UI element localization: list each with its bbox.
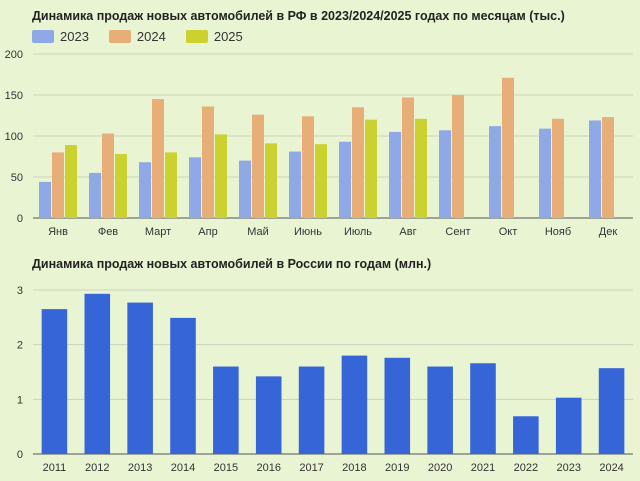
chart2-bar-value-4 — [213, 366, 239, 454]
chart1-xtick-label: Июль — [344, 226, 372, 238]
chart2-bar-value-0 — [41, 309, 68, 454]
legend-item-2025: 2025 — [185, 29, 243, 44]
chart1-bar-2023-3 — [189, 157, 201, 218]
legend-swatch-2024 — [108, 30, 131, 43]
chart1-xtick-label: Авг — [399, 226, 416, 238]
chart1-bar-2024-0 — [52, 152, 64, 218]
chart1-xtick-label: Июнь — [294, 226, 322, 238]
chart1-bar-2023-5 — [289, 151, 301, 218]
chart2-ytick-label: 3 — [17, 285, 23, 297]
chart1-bar-2024-9 — [502, 77, 514, 218]
chart2-xtick-label: 2015 — [214, 462, 238, 474]
legend-item-2024: 2024 — [108, 29, 166, 44]
chart1-title: Динамика продаж новых автомобилей в РФ в… — [32, 9, 565, 23]
chart1-bar-2023-1 — [89, 172, 101, 218]
chart1-xtick-label: Дек — [599, 226, 618, 238]
chart1-ytick-label: 50 — [11, 172, 23, 184]
chart1-bar-2025-3 — [215, 134, 227, 218]
chart1-bar-2024-7 — [402, 97, 414, 218]
chart2-bar-value-2 — [127, 302, 153, 454]
chart2-ytick-label: 2 — [17, 340, 23, 352]
chart1-bar-2025-7 — [415, 118, 427, 218]
chart2-xtick-label: 2011 — [43, 462, 67, 474]
chart2-bar-value-10 — [470, 363, 496, 454]
chart1-bar-2024-4 — [252, 114, 264, 218]
chart1-bar-2025-5 — [315, 144, 327, 218]
chart1-bar-2024-8 — [452, 95, 464, 218]
chart2-bar-value-3 — [170, 317, 196, 454]
legend-label-2024: 2024 — [136, 29, 166, 44]
chart2-bar-value-6 — [298, 366, 325, 454]
chart2-xtick-label: 2016 — [256, 462, 280, 474]
chart1-xtick-label: Май — [247, 226, 269, 238]
chart1-xtick-label: Нояб — [545, 226, 571, 238]
chart2-xtick-label: 2024 — [599, 462, 623, 474]
chart1-bar-2024-5 — [302, 116, 314, 218]
chart2-xtick-label: 2018 — [342, 462, 366, 474]
chart1-bar-2024-1 — [102, 133, 114, 218]
chart1-ytick-label: 150 — [5, 90, 23, 102]
chart1-bar-2023-4 — [239, 160, 251, 218]
chart2-bar-value-12 — [555, 397, 582, 454]
chart1-bar-2024-10 — [552, 118, 564, 218]
chart1-bar-2023-8 — [439, 130, 451, 218]
chart1-bar-2025-2 — [165, 152, 177, 218]
chart2-xtick-label: 2021 — [471, 462, 495, 474]
chart1-xtick-label: Янв — [48, 226, 68, 238]
chart1-bar-2023-7 — [389, 131, 401, 218]
chart1-bar-2023-9 — [489, 126, 501, 218]
chart1-bar-2023-2 — [139, 162, 151, 218]
chart1-legend: 2023 2024 2025 — [32, 29, 243, 44]
chart2-xtick-label: 2019 — [385, 462, 409, 474]
chart1-bar-2024-11 — [602, 117, 614, 218]
chart1-bar-2023-11 — [589, 120, 601, 218]
chart2-xtick-label: 2017 — [299, 462, 323, 474]
chart1-ytick-label: 100 — [5, 131, 23, 143]
chart2-bar-value-11 — [513, 416, 539, 454]
chart1-xtick-label: Окт — [499, 226, 518, 238]
chart1-bar-2025-6 — [365, 119, 377, 218]
legend-label-2025: 2025 — [213, 29, 243, 44]
legend-item-2023: 2023 — [32, 29, 89, 44]
chart2-ytick-label: 0 — [17, 449, 23, 461]
chart1-bar-2025-4 — [265, 143, 277, 218]
chart2-xtick-label: 2012 — [85, 462, 109, 474]
chart1-xtick-label: Апр — [198, 226, 217, 238]
legend-swatch-2025 — [185, 30, 208, 43]
chart2-ytick-label: 1 — [17, 394, 23, 406]
legend-swatch-2023 — [32, 30, 54, 43]
chart2-bar-value-7 — [341, 355, 368, 454]
chart2-bar-value-5 — [255, 376, 282, 454]
legend-label-2023: 2023 — [60, 29, 89, 44]
chart2-xtick-label: 2023 — [556, 462, 580, 474]
chart1-bar-2023-0 — [39, 181, 51, 218]
chart2-xtick-label: 2022 — [514, 462, 538, 474]
chart2-xtick-label: 2014 — [171, 462, 195, 474]
chart2-bar-value-8 — [384, 357, 411, 454]
chart1-bar-2025-0 — [65, 145, 77, 218]
chart1-bar-2025-1 — [115, 154, 127, 218]
chart2-title: Динамика продаж новых автомобилей в Росс… — [32, 257, 432, 271]
chart1-ytick-label: 200 — [5, 49, 23, 61]
chart1-ytick-label: 0 — [17, 213, 23, 225]
chart1-bar-2023-6 — [339, 141, 351, 218]
chart1-xtick-label: Март — [145, 226, 171, 238]
chart1-bar-2024-6 — [352, 107, 364, 218]
chart1-bar-2024-3 — [202, 106, 214, 218]
chart2-bar-value-1 — [84, 293, 111, 454]
chart2-xtick-label: 2020 — [428, 462, 452, 474]
chart2-bar-value-13 — [598, 368, 625, 454]
chart1-xtick-label: Фев — [98, 226, 118, 238]
chart1-xtick-label: Сент — [445, 226, 470, 238]
chart1-bar-2024-2 — [152, 99, 164, 218]
chart2-xtick-label: 2013 — [128, 462, 152, 474]
chart2-bar-value-9 — [427, 366, 453, 454]
chart1-bar-2023-10 — [539, 128, 551, 218]
